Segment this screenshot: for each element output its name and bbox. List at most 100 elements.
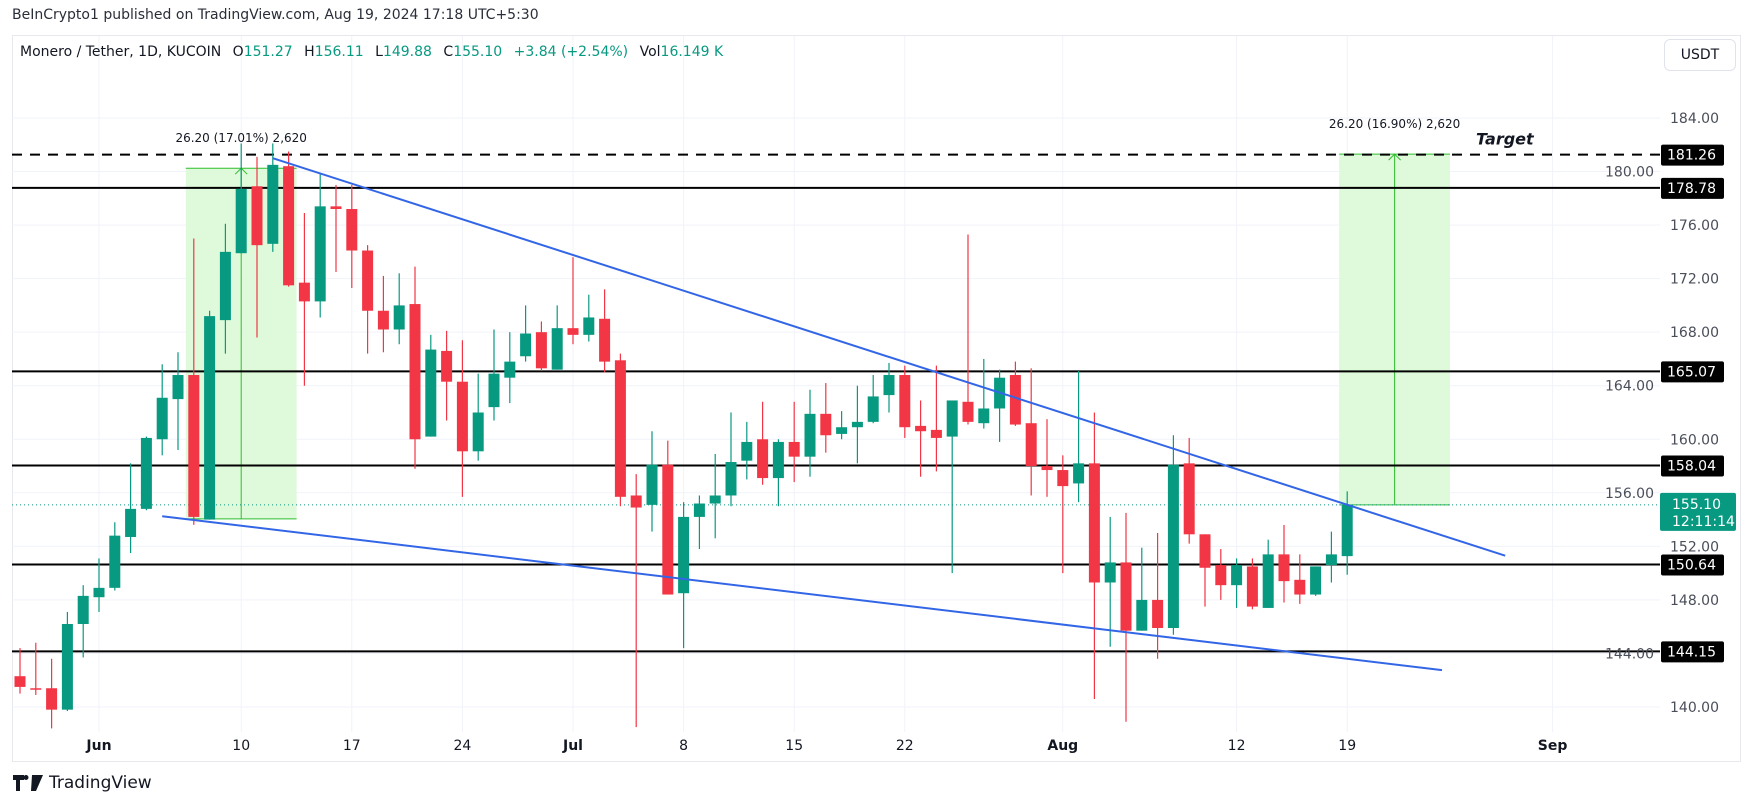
candle-body: [551, 328, 563, 370]
time-tick-label: 8: [679, 738, 688, 754]
candle: [488, 329, 500, 421]
candle-body: [851, 421, 863, 428]
bar-countdown-label: 12:11:14: [1672, 514, 1735, 530]
candle: [204, 310, 216, 520]
candle: [235, 143, 247, 254]
target-annotation: Target: [1476, 130, 1535, 149]
candle-body: [393, 305, 405, 330]
candle-body: [836, 427, 848, 434]
tradingview-logo-icon: [13, 775, 43, 791]
candle-body: [1246, 566, 1258, 607]
volume-label: Vol: [639, 44, 661, 60]
candle: [599, 289, 611, 373]
candle-body: [441, 350, 453, 382]
currency-button[interactable]: USDT: [1664, 39, 1736, 71]
candle: [788, 401, 800, 483]
candle: [1294, 554, 1306, 604]
trendline-upper: [272, 157, 1506, 557]
price-axis: 181.26 178.78 165.07 158.04 150.64 144.15 155.…: [1605, 111, 1736, 716]
price-level-badge: [1661, 361, 1724, 383]
candle-body: [867, 396, 879, 422]
trendline-lower: [162, 515, 1443, 672]
candle-body: [915, 425, 927, 432]
candle: [772, 439, 784, 507]
candle: [1104, 516, 1116, 647]
high-label: H: [304, 44, 315, 60]
candle-body: [283, 166, 295, 286]
candle: [267, 143, 279, 252]
candle-body: [883, 375, 895, 396]
candle: [1120, 512, 1132, 722]
candle-body: [662, 464, 674, 595]
candle-body: [1136, 599, 1148, 631]
candle: [1325, 531, 1337, 583]
candle: [314, 174, 326, 318]
candle-body: [1009, 375, 1021, 425]
candle: [1136, 547, 1148, 631]
candle-body: [788, 441, 800, 457]
candle-body: [140, 437, 152, 509]
candle-body: [46, 688, 58, 710]
candle: [1246, 558, 1258, 610]
candle-body: [61, 623, 73, 710]
candle-body: [1088, 463, 1100, 583]
candle: [330, 184, 342, 272]
candle-body: [804, 413, 816, 457]
candle: [520, 305, 532, 362]
candle: [1231, 558, 1243, 608]
candle-body: [125, 508, 137, 537]
candle: [567, 257, 579, 345]
candle-body: [504, 361, 516, 378]
volume-value: 16.149 K: [660, 44, 724, 60]
price-tick-label: 180.00: [1605, 165, 1654, 181]
candle-body: [757, 439, 769, 479]
candle-body: [330, 206, 342, 210]
candle: [646, 431, 658, 532]
measurement-label: 26.20 (16.90%) 2,620: [1329, 117, 1460, 131]
candle-body: [709, 495, 721, 504]
candle: [456, 340, 468, 497]
candle-body: [14, 676, 26, 687]
candle: [930, 365, 942, 472]
candle: [946, 400, 958, 574]
symbol-name[interactable]: Monero / Tether, 1D, KUCOIN: [20, 44, 222, 60]
close-label: C: [443, 44, 454, 60]
arrow-up-icon: [1388, 153, 1401, 161]
price-tick-label: 160.00: [1670, 432, 1719, 448]
tradingview-logo[interactable]: TradingView: [13, 773, 152, 793]
price-level-badge: [1661, 455, 1724, 477]
chart-frame: [12, 35, 1741, 762]
candle: [1009, 361, 1021, 426]
price-level-badge-label: 144.15: [1667, 644, 1716, 660]
candle: [1025, 368, 1037, 496]
open-label: O: [232, 44, 244, 60]
candle: [362, 245, 374, 354]
price-tick-label: 152.00: [1670, 539, 1719, 555]
candle-body: [962, 401, 974, 422]
low-value: 149.88: [382, 44, 432, 60]
time-axis: Jun 10 17 24 Jul 8 15 22 Aug 12 19 Sep: [85, 738, 1567, 754]
candle-body: [772, 441, 784, 479]
candle-body: [741, 441, 753, 461]
candle-body: [567, 328, 579, 335]
candle-body: [930, 429, 942, 438]
candle-body: [978, 408, 990, 424]
candle: [836, 411, 848, 440]
candle-body: [1310, 566, 1322, 595]
candle-body: [1215, 565, 1227, 586]
candle-body: [1199, 534, 1211, 568]
price-tick-label: 156.00: [1605, 486, 1654, 502]
candle: [915, 400, 927, 477]
candle: [1041, 419, 1053, 497]
candle-body: [646, 464, 658, 505]
candle: [298, 213, 310, 386]
time-tick-label: 17: [343, 738, 361, 754]
candle: [14, 648, 26, 694]
time-tick-label: Sep: [1538, 738, 1568, 754]
candle-body: [172, 375, 184, 400]
candle: [109, 522, 121, 591]
candle: [614, 353, 626, 507]
candle: [709, 453, 721, 539]
candle: [504, 332, 516, 404]
